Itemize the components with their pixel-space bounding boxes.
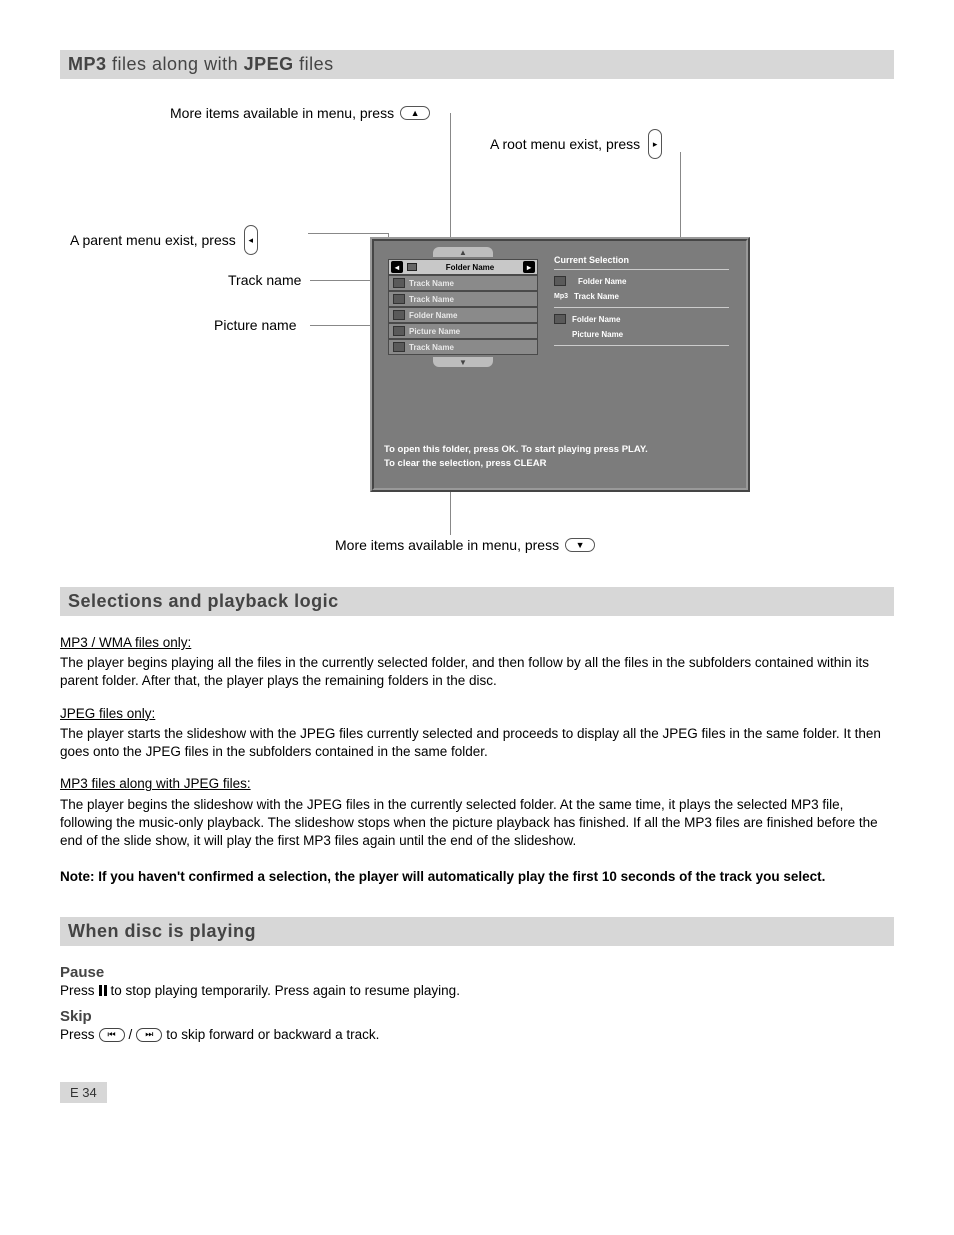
skip-text2: to skip forward or backward a track. [166,1027,379,1042]
selection-pane: Current Selection Folder Name Mp3 Track N… [554,255,729,352]
divider [554,269,729,270]
skip-heading: Skip [60,1008,894,1025]
skip-fwd-icon: ⏭ [136,1028,162,1042]
instruction-text: To open this folder, press OK. To start … [384,443,736,470]
section2-title: Selections and playback logic [68,591,339,611]
note-text: Note: If you haven't confirmed a selecti… [60,868,894,887]
para3-head: MP3 files along with JPEG files: [60,775,894,793]
pause-text1: Press [60,983,95,998]
callout-track-text: Track name [228,272,301,288]
selection-item: Picture Name [554,330,729,339]
list-header-text: Folder Name [421,263,519,272]
list-item-label: Track Name [409,295,454,304]
list-item-label: Folder Name [409,311,457,320]
pause-row: Press to stop playing temporarily. Press… [60,983,894,998]
pause-heading: Pause [60,964,894,981]
list-item-label: Track Name [409,343,454,352]
divider [554,307,729,308]
section-header-playing: When disc is playing [60,917,894,946]
para-mp3jpeg: MP3 files along with JPEG files: The pla… [60,775,894,850]
callout-parent-text: A parent menu exist, press [70,232,236,248]
list-scroll-up-icon: ▲ [433,247,493,257]
callout-picture-text: Picture name [214,317,296,333]
selection-item: Mp3 Track Name [554,292,729,301]
picture-icon [393,326,405,336]
para2-head: JPEG files only: [60,705,894,723]
para1-body: The player begins playing all the files … [60,655,869,688]
selection-heading: Current Selection [554,255,729,265]
callout-parent: A parent menu exist, press ◂ [70,225,258,255]
para2-body: The player starts the slideshow with the… [60,726,881,759]
instruction-line: To open this folder, press OK. To start … [384,443,736,456]
file-icon [393,278,405,288]
para3-body: The player begins the slideshow with the… [60,797,878,848]
selection-label: Picture Name [572,330,623,339]
leader-top [450,113,451,243]
pause-icon [99,985,107,996]
page-number: E 34 [60,1082,107,1103]
selection-item: Folder Name [554,276,729,286]
file-list: ▲ ◂ Folder Name ▸ Track Name Track Name … [388,247,538,369]
folder-icon [554,314,566,324]
folder-icon [393,310,405,320]
para1-head: MP3 / WMA files only: [60,634,894,652]
section3-title: When disc is playing [68,921,256,941]
pause-text2: to stop playing temporarily. Press again… [111,983,460,998]
list-item: Track Name [388,291,538,307]
callout-track: Track name [228,272,301,288]
down-button-icon: ▼ [565,538,595,552]
right-button-icon: ▸ [648,129,662,159]
callout-bottom: More items available in menu, press ▼ [335,537,595,553]
section-header-mp3-jpeg: MP3 files along with JPEG files [60,50,894,79]
skip-back-icon: ⏮ [99,1028,125,1042]
list-header: ◂ Folder Name ▸ [388,259,538,275]
h1-light: files along with [107,54,244,74]
list-item: Track Name [388,339,538,355]
diagram: More items available in menu, press ▲ A … [60,97,894,567]
divider [554,345,729,346]
skip-row: Press ⏮ /⏭ to skip forward or backward a … [60,1027,894,1042]
callout-root: A root menu exist, press ▸ [490,129,662,159]
list-scroll-down-icon: ▼ [433,357,493,367]
list-item: Folder Name [388,307,538,323]
callout-top: More items available in menu, press ▲ [170,105,430,121]
folder-icon [407,263,417,271]
leader-parent [308,233,388,234]
selection-item: Folder Name [554,314,729,324]
selection-tag: Mp3 [554,293,568,300]
list-item-label: Track Name [409,279,454,288]
instruction-line: To clear the selection, press CLEAR [384,457,736,470]
folder-icon [554,276,566,286]
callout-top-text: More items available in menu, press [170,105,394,121]
callout-picture: Picture name [214,317,296,333]
para-jpeg: JPEG files only: The player starts the s… [60,705,894,762]
nav-left-icon: ◂ [391,261,403,273]
h1-strong: MP3 [68,54,107,74]
file-icon [393,342,405,352]
skip-text1: Press [60,1027,95,1042]
section-header-selections: Selections and playback logic [60,587,894,616]
h1-strong2: JPEG [244,54,294,74]
list-item: Track Name [388,275,538,291]
h1-light2: files [294,54,334,74]
callout-root-text: A root menu exist, press [490,136,640,152]
callout-bottom-text: More items available in menu, press [335,537,559,553]
left-button-icon: ◂ [244,225,258,255]
list-item-label: Picture Name [409,327,460,336]
nav-right-icon: ▸ [523,261,535,273]
slash: / [129,1027,133,1042]
para-mp3wma: MP3 / WMA files only: The player begins … [60,634,894,691]
selection-label: Track Name [574,292,619,301]
up-button-icon: ▲ [400,106,430,120]
selection-label: Folder Name [578,277,626,286]
list-item: Picture Name [388,323,538,339]
file-icon [393,294,405,304]
menu-screen: ▲ ◂ Folder Name ▸ Track Name Track Name … [370,237,750,492]
selection-label: Folder Name [572,315,620,324]
